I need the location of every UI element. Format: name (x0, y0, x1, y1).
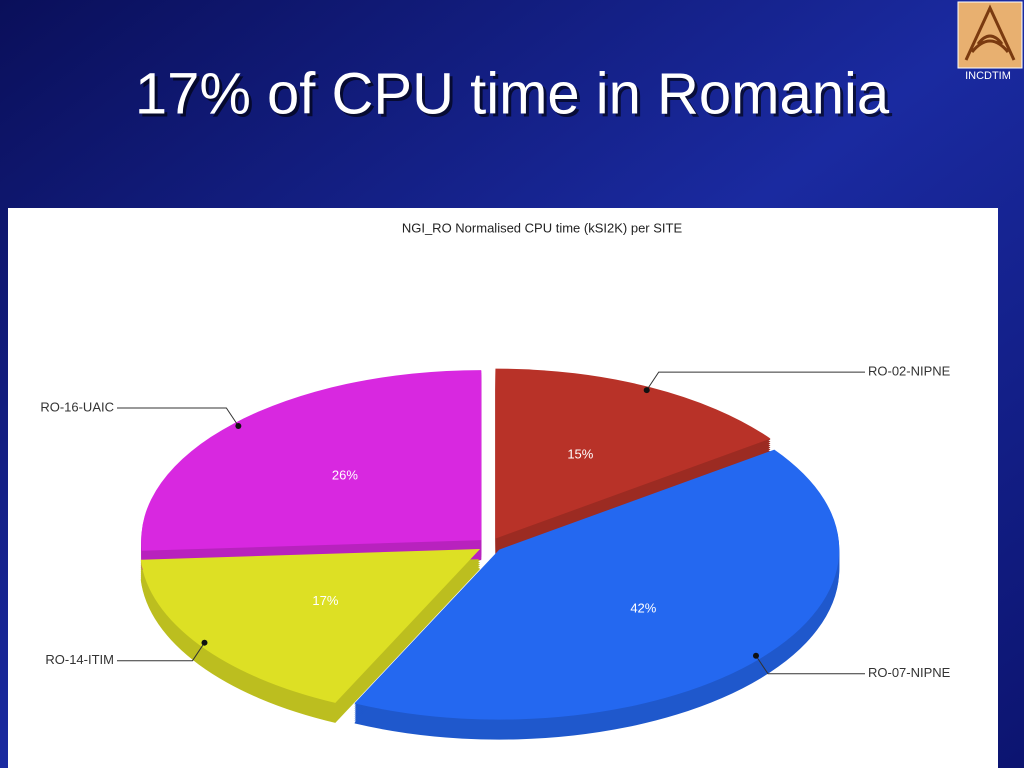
slide-title-shadow: 17% of CPU time in Romania (138, 64, 893, 129)
category-label: RO-07-NIPNE (868, 665, 951, 680)
value-label: 26% (332, 468, 358, 483)
slice (140, 549, 481, 703)
category-label: RO-16-UAIC (40, 399, 114, 414)
value-label: 42% (630, 601, 656, 616)
value-label: 17% (312, 593, 338, 608)
value-label: 15% (567, 447, 593, 462)
category-label: RO-02-NIPNE (868, 364, 951, 379)
slide-title: 17% of CPU time in Romania (135, 61, 890, 126)
leader-line (117, 642, 205, 662)
category-label: RO-14-ITIM (45, 652, 114, 667)
logo-text: INCDTIM (965, 70, 1011, 82)
slice (354, 449, 840, 720)
leader-arrow (201, 639, 208, 646)
slice (495, 368, 771, 539)
leader-line (646, 371, 865, 391)
logo-icon (964, 4, 1016, 61)
leader-arrow (235, 423, 242, 430)
leader-arrow (643, 387, 650, 394)
chart-title: NGI_RO Normalised CPU time (kSI2K) per S… (402, 220, 683, 235)
slice (141, 370, 482, 551)
leader-arrow (752, 652, 759, 659)
leader-line (117, 407, 239, 427)
leader-line (755, 655, 865, 675)
